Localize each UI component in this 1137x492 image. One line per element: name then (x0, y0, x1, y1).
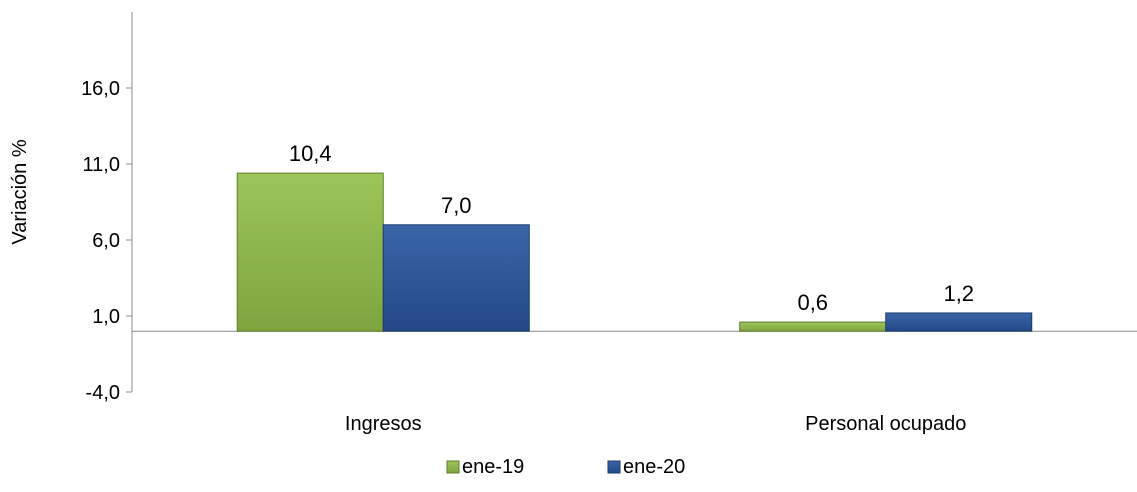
y-tick-label: -4,0 (86, 382, 120, 404)
x-category-label: Personal ocupado (805, 413, 966, 435)
y-tick-label: 11,0 (83, 154, 120, 176)
bar-ene-19-personal-ocupado (739, 321, 887, 332)
data-label: 0,6 (797, 290, 828, 315)
x-category-label: Ingresos (345, 413, 422, 435)
y-tick-label: 16,0 (81, 78, 120, 100)
data-label: 10,4 (289, 141, 332, 166)
data-label: 1,2 (943, 281, 974, 306)
legend-swatch-ene-20 (607, 460, 621, 474)
y-axis-title: Variación % (9, 139, 31, 244)
bar-ene-19-ingresos (236, 172, 384, 332)
legend-label: ene-19 (462, 456, 524, 478)
data-label: 7,0 (441, 193, 472, 218)
bar-ene-20-personal-ocupado (885, 312, 1033, 332)
y-tick-label: 1,0 (92, 306, 120, 328)
y-tick-label: 6,0 (92, 230, 120, 252)
legend-swatch-ene-19 (446, 460, 460, 474)
bar-ene-20-ingresos (382, 224, 530, 332)
legend-label: ene-20 (623, 456, 685, 478)
